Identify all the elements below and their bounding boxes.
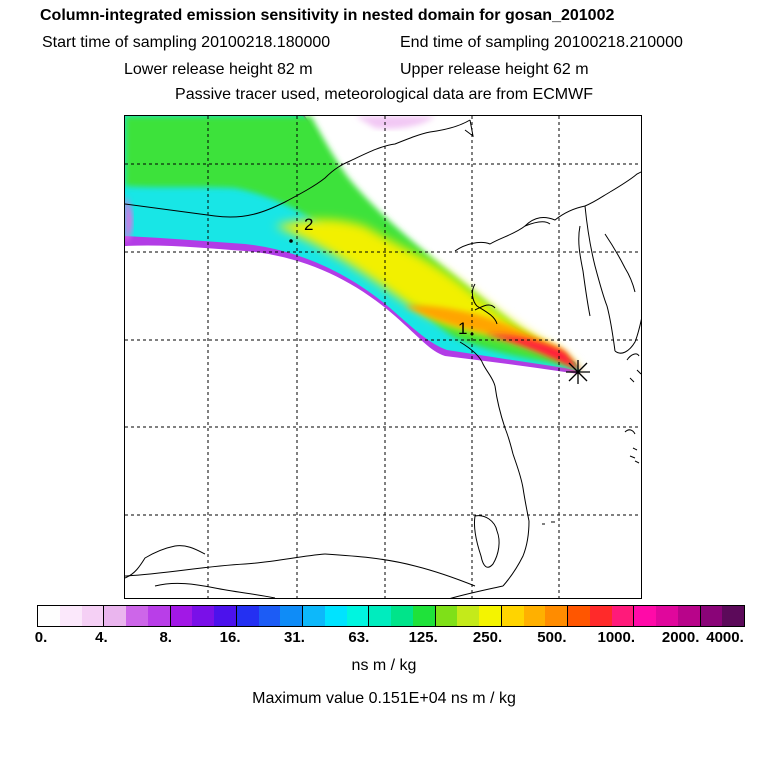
colorbar-tick-label: 125.	[408, 629, 438, 646]
colorbar-cell	[81, 606, 105, 626]
colorbar-tick-label: 2000.	[661, 629, 700, 646]
coastlines	[125, 119, 641, 598]
colorbar-cell	[303, 606, 325, 626]
colorbar-cell	[479, 606, 502, 626]
emission-plume	[125, 116, 581, 374]
units-label: ns m / kg	[351, 657, 417, 674]
colorbar-cell	[656, 606, 678, 626]
colorbar-tick-label: 16.	[219, 629, 241, 646]
star-marker-icon	[566, 360, 590, 384]
colorbar	[37, 605, 745, 627]
end-time-label: End time of sampling 20100218.210000	[400, 34, 683, 51]
colorbar-cell	[258, 606, 281, 626]
colorbar-cell	[346, 606, 370, 626]
colorbar-cell	[236, 606, 259, 626]
colorbar-cell	[722, 606, 744, 626]
colorbar-cell	[523, 606, 546, 626]
colorbar-cell	[391, 606, 413, 626]
tracer-info-label: Passive tracer used, meteorological data…	[175, 86, 593, 103]
colorbar-tick-label: 4.	[95, 629, 108, 646]
colorbar-tick-label: 1000.	[597, 629, 636, 646]
map-canvas: 2 1	[125, 116, 641, 598]
colorbar-cell	[369, 606, 391, 626]
max-value-label: Maximum value 0.151E+04 ns m / kg	[252, 690, 516, 707]
colorbar-cell	[634, 606, 656, 626]
plume-red	[485, 334, 581, 372]
plume-orange	[405, 305, 581, 370]
colorbar-cell	[147, 606, 171, 626]
marker-2-label: 2	[304, 215, 313, 234]
lower-release-label: Lower release height 82 m	[124, 61, 313, 78]
colorbar-cell	[435, 606, 458, 626]
marker-1-label: 1	[458, 319, 467, 338]
colorbar-cell	[457, 606, 479, 626]
grid	[125, 116, 641, 598]
colorbar-cell	[170, 606, 193, 626]
colorbar-tick-label: 0.	[34, 629, 48, 646]
colorbar-cell	[280, 606, 303, 626]
colorbar-cell	[214, 606, 237, 626]
colorbar-cell	[38, 606, 60, 626]
colorbar-tick-label: 8.	[159, 629, 172, 646]
colorbar-cell	[412, 606, 436, 626]
colorbar-cell	[192, 606, 214, 626]
colorbar-cell	[324, 606, 347, 626]
plume-left-magenta	[125, 196, 133, 244]
position-markers: 2 1	[289, 215, 590, 384]
upper-release-label: Upper release height 62 m	[400, 61, 589, 78]
colorbar-tick-label: 4000.	[706, 629, 744, 646]
colorbar-cell	[589, 606, 612, 626]
sensitivity-map: 2 1	[124, 115, 642, 599]
colorbar-cell	[700, 606, 723, 626]
colorbar-cell	[104, 606, 126, 626]
colorbar-tick-label: 63.	[348, 629, 370, 646]
marker-2-dot	[289, 239, 293, 243]
colorbar-cell	[545, 606, 568, 626]
colorbar-cell	[611, 606, 635, 626]
start-time-label: Start time of sampling 20100218.180000	[42, 34, 331, 51]
colorbar-cell	[568, 606, 590, 626]
plot-title: Column-integrated emission sensitivity i…	[40, 7, 615, 24]
colorbar-tick-label: 500.	[537, 629, 567, 646]
colorbar-cell	[126, 606, 148, 626]
colorbar-tick-label: 250.	[472, 629, 503, 646]
colorbar-cell	[501, 606, 524, 626]
plume-top-pink	[355, 116, 435, 129]
marker-1-dot	[470, 332, 474, 336]
colorbar-cell	[677, 606, 701, 626]
colorbar-cell	[59, 606, 82, 626]
colorbar-tick-label: 31.	[284, 629, 305, 646]
